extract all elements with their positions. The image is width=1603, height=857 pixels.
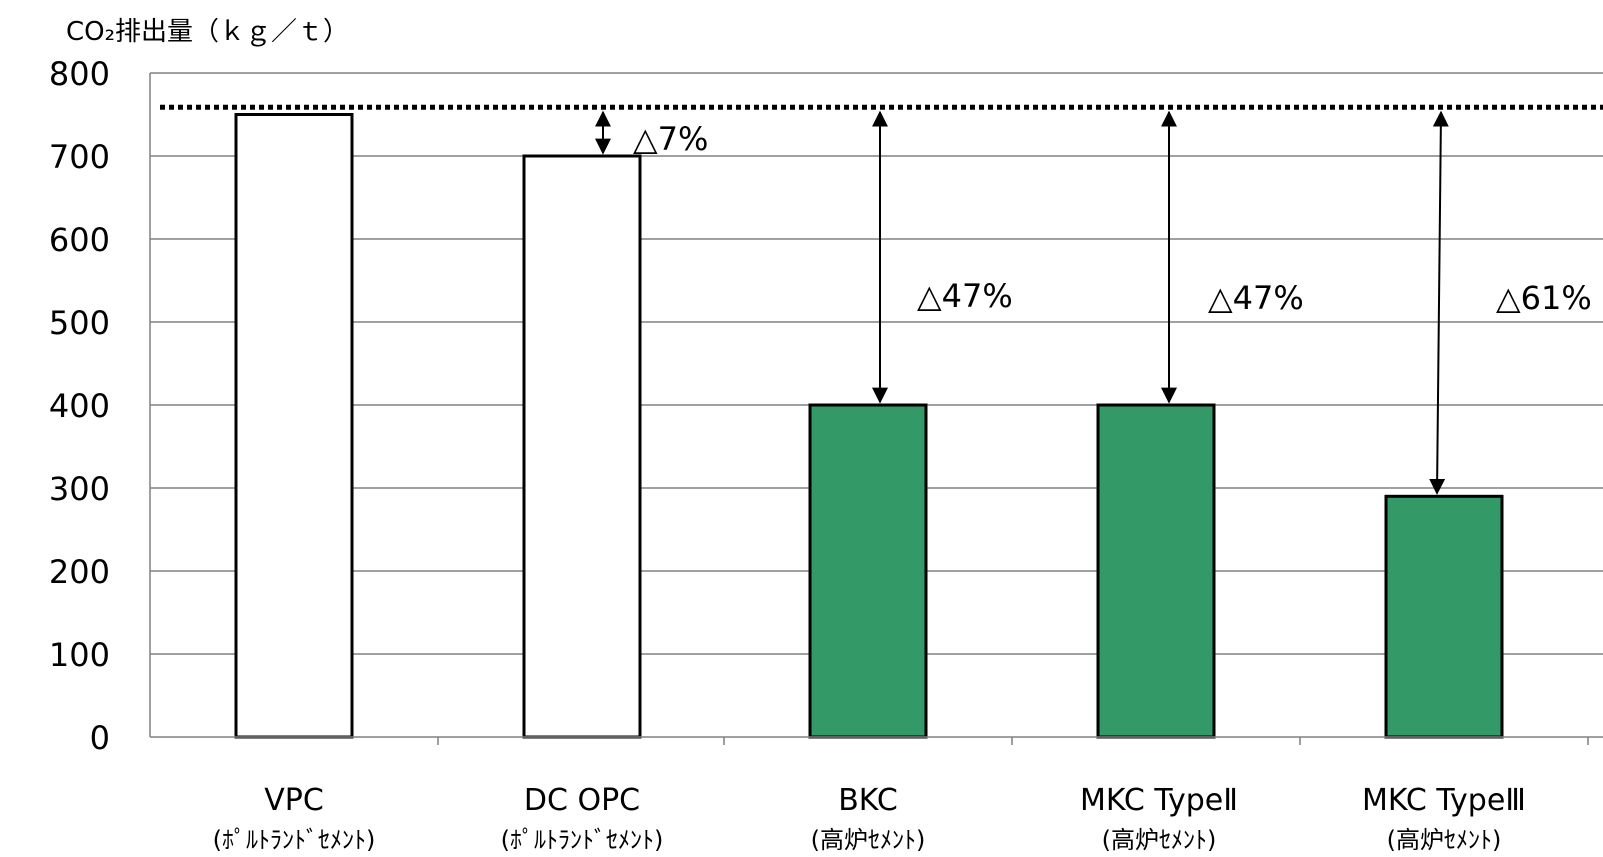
category-label: VPC [264, 783, 324, 818]
category-label: MKC TypeⅡ [1080, 783, 1238, 818]
reduction-label: △61% [1496, 279, 1592, 317]
bar [1384, 494, 1504, 739]
bars [234, 113, 1504, 739]
y-tick-label: 400 [49, 387, 110, 425]
y-tick-label: 100 [49, 636, 110, 674]
category-label: DC OPC [524, 783, 640, 818]
reduction-arrows: △7% △47% △47% △61% [595, 110, 1592, 495]
axes [149, 73, 1603, 745]
y-axis-ticks: 0 100 200 300 400 500 600 700 800 [49, 55, 110, 757]
y-tick-label: 0 [90, 719, 110, 757]
category-sublabel: (ﾎﾟﾙﾄﾗﾝﾄﾞｾﾒﾝﾄ) [501, 826, 664, 854]
category-sublabel: (高炉ｾﾒﾝﾄ) [811, 826, 926, 854]
category-label: BKC [838, 783, 898, 818]
bar [1096, 403, 1216, 739]
reduction-label: △47% [917, 277, 1013, 315]
bar [522, 154, 642, 739]
category-label: MKC TypeⅢ [1362, 783, 1526, 818]
x-axis-categories: VPC (ﾎﾟﾙﾄﾗﾝﾄﾞｾﾒﾝﾄ) DC OPC (ﾎﾟﾙﾄﾗﾝﾄﾞｾﾒﾝﾄ) BKC… [213, 783, 1526, 854]
y-axis-label: CO₂排出量（ｋｇ／ｔ） [66, 17, 349, 47]
bar [234, 113, 354, 739]
y-tick-label: 800 [49, 55, 110, 93]
category-sublabel: (ﾎﾟﾙﾄﾗﾝﾄﾞｾﾒﾝﾄ) [213, 826, 376, 854]
y-tick-label: 300 [49, 470, 110, 508]
category-sublabel: (高炉ｾﾒﾝﾄ) [1387, 826, 1502, 854]
category-sublabel: (高炉ｾﾒﾝﾄ) [1102, 826, 1217, 854]
reduction-label: △47% [1208, 279, 1304, 317]
reduction-label: △7% [633, 120, 708, 158]
y-tick-label: 600 [49, 221, 110, 259]
y-tick-label: 500 [49, 304, 110, 342]
y-tick-label: 200 [49, 553, 110, 591]
bar [808, 403, 928, 739]
y-tick-label: 700 [49, 138, 110, 176]
reduction-arrow [1429, 110, 1449, 495]
